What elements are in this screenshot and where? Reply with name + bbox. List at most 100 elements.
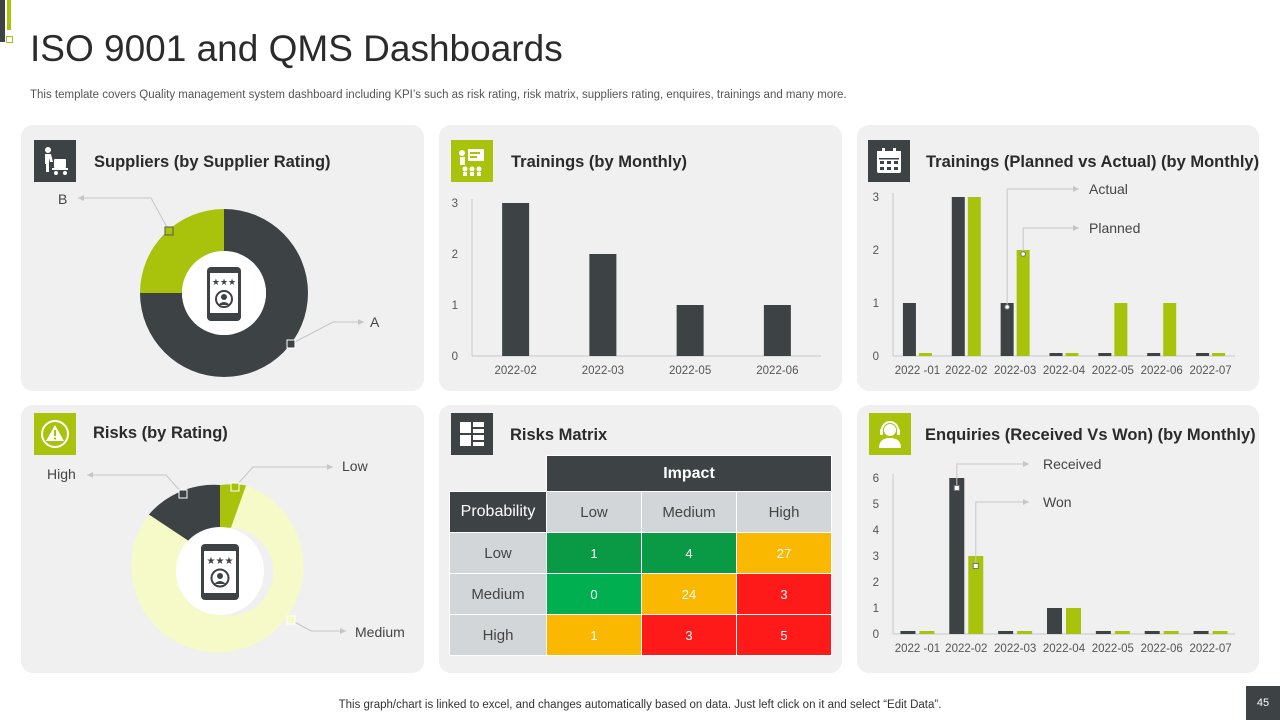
calendar-icon — [868, 140, 910, 182]
legend-label-actual: Actual — [1089, 181, 1128, 197]
y-tick-label: 1 — [873, 298, 879, 310]
matrix-cell[interactable]: 5 — [736, 614, 832, 656]
x-tick-label: 2022-05 — [1092, 365, 1134, 377]
bar-received[interactable] — [1095, 631, 1111, 634]
matrix-cell[interactable]: 27 — [736, 532, 832, 574]
matrix-cell[interactable]: 3 — [641, 614, 737, 656]
warning-badge-icon — [34, 413, 76, 455]
legend-marker — [1020, 251, 1026, 257]
y-tick-label: 4 — [873, 525, 880, 537]
page-title: ISO 9001 and QMS Dashboards — [30, 28, 563, 69]
page-number: 45 — [1246, 686, 1280, 720]
legend-label-planned: Planned — [1089, 220, 1140, 236]
legend-label-received: Received — [1043, 456, 1101, 472]
y-tick-label: 2 — [873, 245, 879, 257]
donut-slice-high[interactable] — [148, 484, 220, 545]
legend-arrow — [1073, 225, 1079, 231]
x-tick-label: 2022-07 — [1189, 365, 1231, 377]
trainings-pva-title: Trainings (Planned vs Actual) (by Monthl… — [926, 153, 1260, 171]
suppliers-donut-chart[interactable]: ★★★ — [21, 125, 424, 391]
bar-planned[interactable] — [1016, 250, 1030, 356]
bar-planned[interactable] — [967, 197, 981, 356]
bar-won[interactable] — [1066, 608, 1081, 634]
trainings-pva-panel: Trainings (Planned vs Actual) (by Monthl… — [857, 125, 1259, 391]
bar-actual[interactable] — [902, 303, 916, 356]
bar[interactable] — [763, 305, 791, 356]
matrix-cell[interactable]: 0 — [546, 573, 642, 615]
svg-text:★★★: ★★★ — [207, 556, 234, 567]
bar-won[interactable] — [1163, 631, 1179, 634]
x-tick-label: 2022-07 — [1189, 643, 1231, 655]
suppliers-title: Suppliers (by Supplier Rating) — [94, 153, 331, 171]
risk-matrix-table: Impact Probability Low Medium High Low 1… — [449, 455, 832, 656]
y-tick-label: 3 — [873, 551, 879, 563]
bar-received[interactable] — [998, 631, 1014, 634]
legend-marker[interactable] — [972, 563, 979, 569]
trainings-monthly-bar-chart[interactable]: 0 1 2 3 2022-02 2022-03 2022-05 2022-06 — [439, 125, 842, 391]
bar-won[interactable] — [968, 556, 984, 634]
risks-panel: Risks (by Rating) ★★★ High Low Medium — [21, 405, 424, 673]
x-tick-label: 2022-02 — [495, 365, 537, 377]
bar-received[interactable] — [900, 631, 916, 634]
slice-label-a: A — [370, 314, 380, 330]
donut-slice-a[interactable] — [140, 209, 308, 377]
bar[interactable] — [502, 203, 530, 356]
enquiries-bar-chart[interactable]: 0 1 2 3 4 5 6 2022 -01 2022-02 2022-03 2022-04 2022… — [857, 405, 1259, 673]
risks-donut-chart[interactable]: ★★★ — [21, 405, 424, 673]
y-tick-label: 2 — [452, 249, 458, 261]
bar-planned[interactable] — [918, 353, 932, 356]
x-tick-label: 2022-02 — [945, 365, 987, 377]
bar-received[interactable] — [1144, 631, 1160, 634]
x-tick-label: 2022-03 — [582, 365, 624, 377]
donut-slice-low[interactable] — [220, 484, 247, 529]
bar-planned[interactable] — [1163, 303, 1177, 356]
bar-planned[interactable] — [1212, 353, 1226, 356]
y-tick-label: 1 — [873, 603, 879, 615]
bar-received[interactable] — [949, 478, 965, 634]
trainings-pva-bar-chart[interactable]: 0 1 2 3 2022 -01 2022-02 2022-03 2022-04 2022-05… — [857, 125, 1259, 391]
bar[interactable] — [676, 305, 704, 356]
donut-slice-b[interactable] — [140, 209, 224, 293]
slice-label-b: B — [58, 191, 68, 207]
bar-actual[interactable] — [1049, 353, 1063, 356]
x-tick-label: 2022-06 — [1141, 643, 1183, 655]
bar-actual[interactable] — [1098, 353, 1112, 356]
bar-actual[interactable] — [1000, 303, 1014, 356]
risk-matrix-title: Risks Matrix — [510, 426, 608, 444]
grid-layout-icon — [451, 413, 493, 455]
mobile-rating-icon: ★★★ — [207, 267, 241, 321]
footer-note: This graph/chart is linked to excel, and… — [338, 699, 942, 711]
risks-title: Risks (by Rating) — [93, 424, 228, 442]
enquiries-panel: Enquiries (Received Vs Won) (by Monthly)… — [857, 405, 1259, 673]
bar-actual[interactable] — [1147, 353, 1161, 356]
matrix-cell[interactable]: 4 — [641, 532, 737, 574]
bar[interactable] — [589, 254, 617, 356]
x-tick-label: 2022-05 — [1092, 643, 1134, 655]
y-tick-label: 0 — [873, 629, 879, 641]
probability-header: Probability — [449, 491, 547, 533]
y-tick-label: 3 — [873, 192, 879, 204]
legend-marker[interactable] — [953, 485, 960, 491]
bar-received[interactable] — [1047, 608, 1062, 634]
bar-planned[interactable] — [1065, 353, 1079, 356]
bar-won[interactable] — [1114, 631, 1130, 634]
y-tick-label: 6 — [873, 473, 879, 485]
bar-actual[interactable] — [951, 197, 965, 356]
bar-received[interactable] — [1193, 631, 1209, 634]
matrix-cell[interactable]: 1 — [546, 532, 642, 574]
x-tick-label: 2022-03 — [994, 365, 1036, 377]
bar-actual[interactable] — [1196, 353, 1210, 356]
bar-planned[interactable] — [1114, 303, 1128, 356]
bar-won[interactable] — [1017, 631, 1033, 634]
matrix-cell[interactable]: 1 — [546, 614, 642, 656]
legend-leader — [956, 463, 1029, 488]
bar-won[interactable] — [919, 631, 935, 634]
bar-won[interactable] — [1212, 631, 1228, 634]
matrix-cell[interactable]: 24 — [641, 573, 737, 615]
donut-slice-medium[interactable] — [131, 485, 304, 653]
legend-leader — [1022, 227, 1079, 254]
matrix-cell[interactable]: 3 — [736, 573, 832, 615]
slice-label-medium: Medium — [355, 624, 405, 640]
y-tick-label: 3 — [452, 198, 458, 210]
svg-text:★★★: ★★★ — [212, 277, 236, 287]
